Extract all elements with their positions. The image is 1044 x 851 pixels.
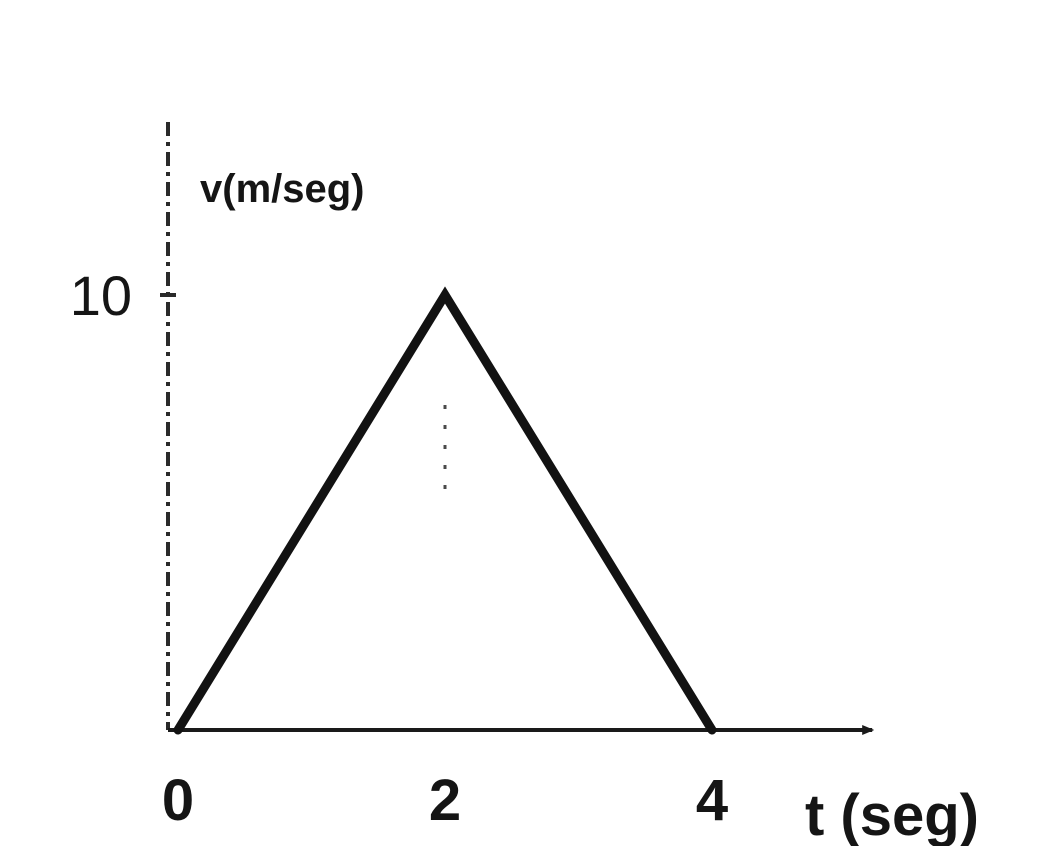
series-line-velocity <box>173 286 717 735</box>
x-axis-title: t (seg) <box>805 783 979 846</box>
x-tick-label-1: 2 <box>429 768 461 833</box>
y-tick-label-0: 10 <box>70 264 132 327</box>
tick-layer: 0 2 4 10 <box>70 264 728 833</box>
series-layer <box>173 286 717 735</box>
x-tick-label-2: 4 <box>696 768 728 833</box>
x-tick-label-0: 0 <box>162 768 194 833</box>
y-axis-title: v(m/seg) <box>200 167 365 211</box>
